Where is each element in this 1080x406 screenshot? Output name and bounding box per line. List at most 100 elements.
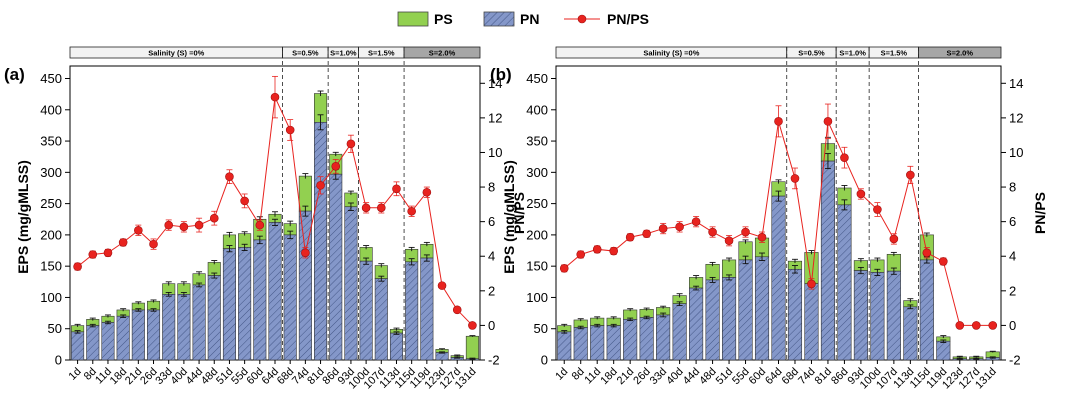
ratio-point: [240, 196, 249, 206]
bar-pn: [804, 283, 819, 361]
x-tick-label: 1d: [553, 366, 570, 383]
ratio-point: [790, 174, 800, 183]
bar-pn: [86, 325, 100, 361]
bar-pn: [771, 195, 786, 361]
y-axis-label: EPS (mg/gMLSS): [501, 160, 517, 274]
y2-tick-label: 8: [488, 180, 495, 195]
salinity-header-label: S=2.0%: [947, 49, 974, 58]
bar-pn: [557, 331, 572, 361]
bar-pn: [573, 327, 588, 361]
ratio-point: [840, 153, 849, 162]
y-tick-label: 50: [534, 321, 548, 336]
ratio-point: [576, 250, 586, 259]
ratio-point: [708, 227, 717, 237]
salinity-header-label: Salinity (S) =0%: [643, 49, 699, 58]
y2-tick-label: 10: [1009, 145, 1023, 160]
bar-pn: [405, 261, 419, 361]
y-tick-label: 450: [526, 71, 548, 86]
y-tick-label: 450: [40, 71, 62, 86]
salinity-header-label: S=1.5%: [368, 49, 395, 58]
bar-pn: [870, 272, 885, 361]
ratio-point: [922, 248, 932, 258]
y-tick-label: 250: [526, 196, 548, 211]
y2-tick-label: -2: [1009, 353, 1021, 368]
bar-pn: [162, 294, 176, 361]
bar-pn: [886, 270, 901, 361]
y2-tick-label: 4: [1009, 249, 1016, 264]
ratio-point: [422, 187, 432, 197]
ratio-point: [873, 205, 882, 214]
ratio-point: [225, 172, 234, 181]
ratio-point: [988, 321, 998, 330]
ratio-point: [592, 245, 602, 254]
y-tick-label: 50: [48, 321, 62, 336]
bar-pn: [389, 332, 404, 361]
y2-tick-label: 12: [1009, 110, 1023, 125]
legend-marker-ratio: [577, 14, 587, 24]
salinity-header-label: S=1.5%: [881, 49, 908, 58]
ratio-point: [906, 170, 915, 180]
ratio-point: [856, 189, 866, 199]
ratio-point: [376, 203, 386, 213]
bar-pn: [590, 325, 605, 361]
bar-pn: [359, 260, 373, 361]
ratio-point: [642, 229, 651, 239]
bar-pn: [721, 277, 737, 361]
bar-pn: [283, 234, 297, 361]
ratio-point: [73, 262, 82, 271]
bar-pn: [238, 247, 252, 361]
ratio-point: [255, 220, 265, 230]
bar-pn: [222, 248, 236, 361]
bar-pn: [146, 309, 161, 361]
ratio-point: [88, 250, 98, 259]
y-tick-label: 350: [40, 134, 62, 149]
ratio-point: [346, 139, 356, 149]
y2-tick-label: 0: [488, 318, 495, 333]
salinity-header-label: S=1.0%: [330, 49, 357, 58]
legend: PS PN PN/PS: [397, 11, 649, 27]
ratio-point: [301, 248, 310, 258]
ratio-point: [609, 246, 618, 256]
bar-pn: [329, 173, 343, 361]
y-tick-label: 400: [526, 102, 548, 117]
ratio-point: [724, 236, 734, 245]
legend-label-ratio: PN/PS: [607, 11, 649, 27]
bar-pn: [623, 319, 638, 361]
y2-tick-label: 14: [1009, 76, 1023, 91]
ratio-point: [889, 234, 899, 244]
ratio-point: [675, 222, 684, 232]
bar-pn: [207, 275, 221, 361]
bar-pn: [253, 239, 267, 361]
ratio-point: [164, 220, 174, 230]
y-tick-label: 300: [526, 165, 548, 180]
ratio-point: [407, 206, 416, 216]
y-tick-label: 200: [526, 227, 548, 242]
ratio-point: [103, 248, 113, 258]
salinity-header-label: S=1.0%: [839, 49, 866, 58]
y2-tick-label: 0: [1009, 318, 1016, 333]
y2-tick-label: 4: [488, 249, 495, 264]
bar-pn: [754, 256, 770, 361]
ratio-point: [285, 125, 295, 135]
legend-label-pn: PN: [520, 11, 539, 27]
ratio-point: [807, 279, 816, 289]
ratio-point: [939, 257, 948, 266]
y2-tick-label: 8: [1009, 180, 1016, 195]
legend-swatch-ps: [397, 11, 429, 27]
y-tick-label: 150: [40, 259, 62, 274]
bar-pn: [131, 309, 145, 361]
ratio-point: [823, 117, 833, 126]
bar-pn: [738, 259, 753, 361]
bar-pn: [268, 222, 282, 361]
ratio-point: [452, 305, 462, 315]
ratio-point: [691, 217, 701, 226]
salinity-header-segment: [403, 46, 481, 59]
bar-pn: [435, 352, 449, 361]
y-tick-label: 400: [40, 102, 62, 117]
salinity-header-label: S=0.5%: [292, 49, 319, 58]
y2-axis-label: PN/PS: [1032, 192, 1048, 234]
ratio-point: [316, 181, 325, 190]
bar-pn: [101, 322, 115, 361]
bar-pn: [606, 325, 621, 361]
y-tick-label: 350: [526, 134, 548, 149]
